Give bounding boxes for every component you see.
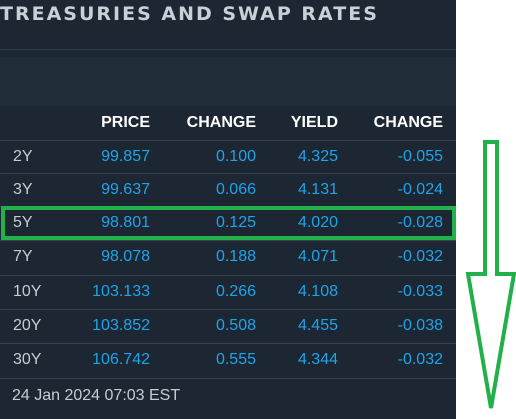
column-header-yield[interactable]: YIELD <box>290 114 338 131</box>
price-value: 99.637 <box>101 181 150 198</box>
tenor-label: 7Y <box>13 248 33 265</box>
tenor-label: 30Y <box>13 351 42 368</box>
price-change-value: 0.555 <box>215 351 256 368</box>
yield-change-value: -0.024 <box>397 181 443 198</box>
table-row[interactable]: 20Y 103.852 0.508 4.455 -0.038 <box>0 309 456 343</box>
tenor-label: 20Y <box>13 317 42 334</box>
tenor-label: 2Y <box>13 148 33 165</box>
price-value: 98.801 <box>101 214 150 231</box>
yield-value: 4.020 <box>297 214 338 231</box>
yield-change-value: -0.032 <box>397 248 443 265</box>
table-row[interactable]: 2Y 99.857 0.100 4.325 -0.055 <box>0 140 456 174</box>
table-row[interactable]: 5Y 98.801 0.125 4.020 -0.028 <box>0 206 456 240</box>
price-change-value: 0.266 <box>215 283 256 300</box>
price-change-value: 0.125 <box>215 214 256 231</box>
table-row[interactable]: 3Y 99.637 0.066 4.131 -0.024 <box>0 173 456 207</box>
arrow-down-icon <box>465 140 516 409</box>
last-updated-timestamp: 24 Jan 2024 07:03 EST <box>12 387 181 404</box>
yield-change-value: -0.028 <box>397 214 443 231</box>
tenor-label: 3Y <box>13 181 33 198</box>
yield-value: 4.455 <box>297 317 338 334</box>
yield-value: 4.071 <box>297 248 338 265</box>
yield-change-value: -0.032 <box>397 351 443 368</box>
price-value: 106.742 <box>92 351 150 368</box>
table-row[interactable]: 10Y 103.133 0.266 4.108 -0.033 <box>0 275 456 309</box>
subheader-bar <box>0 57 456 106</box>
tenor-label: 5Y <box>13 214 33 231</box>
price-change-value: 0.188 <box>215 248 256 265</box>
column-header-change[interactable]: CHANGE <box>186 114 256 131</box>
panel-title: TREASURIES AND SWAP RATES <box>0 3 379 25</box>
price-value: 103.852 <box>92 317 150 334</box>
yield-change-value: -0.055 <box>397 148 443 165</box>
price-value: 99.857 <box>101 148 150 165</box>
table-row[interactable]: 7Y 98.078 0.188 4.071 -0.032 <box>0 240 456 274</box>
price-value: 103.133 <box>92 283 150 300</box>
tenor-label: 10Y <box>13 283 42 300</box>
title-divider <box>0 49 456 50</box>
table-header: PRICE CHANGE YIELD CHANGE <box>0 106 456 140</box>
price-change-value: 0.508 <box>215 317 256 334</box>
price-change-value: 0.100 <box>215 148 256 165</box>
footer-divider <box>0 378 456 379</box>
column-header-price[interactable]: PRICE <box>101 114 150 131</box>
yield-change-value: -0.033 <box>397 283 443 300</box>
price-value: 98.078 <box>101 248 150 265</box>
treasuries-panel: TREASURIES AND SWAP RATES PRICE CHANGE Y… <box>0 0 456 419</box>
yield-value: 4.131 <box>297 181 338 198</box>
yield-value: 4.108 <box>297 283 338 300</box>
yield-value: 4.325 <box>297 148 338 165</box>
yield-value: 4.344 <box>297 351 338 368</box>
column-header-yield-change[interactable]: CHANGE <box>373 114 443 131</box>
yield-change-value: -0.038 <box>397 317 443 334</box>
table-row[interactable]: 30Y 106.742 0.555 4.344 -0.032 <box>0 343 456 377</box>
price-change-value: 0.066 <box>215 181 256 198</box>
